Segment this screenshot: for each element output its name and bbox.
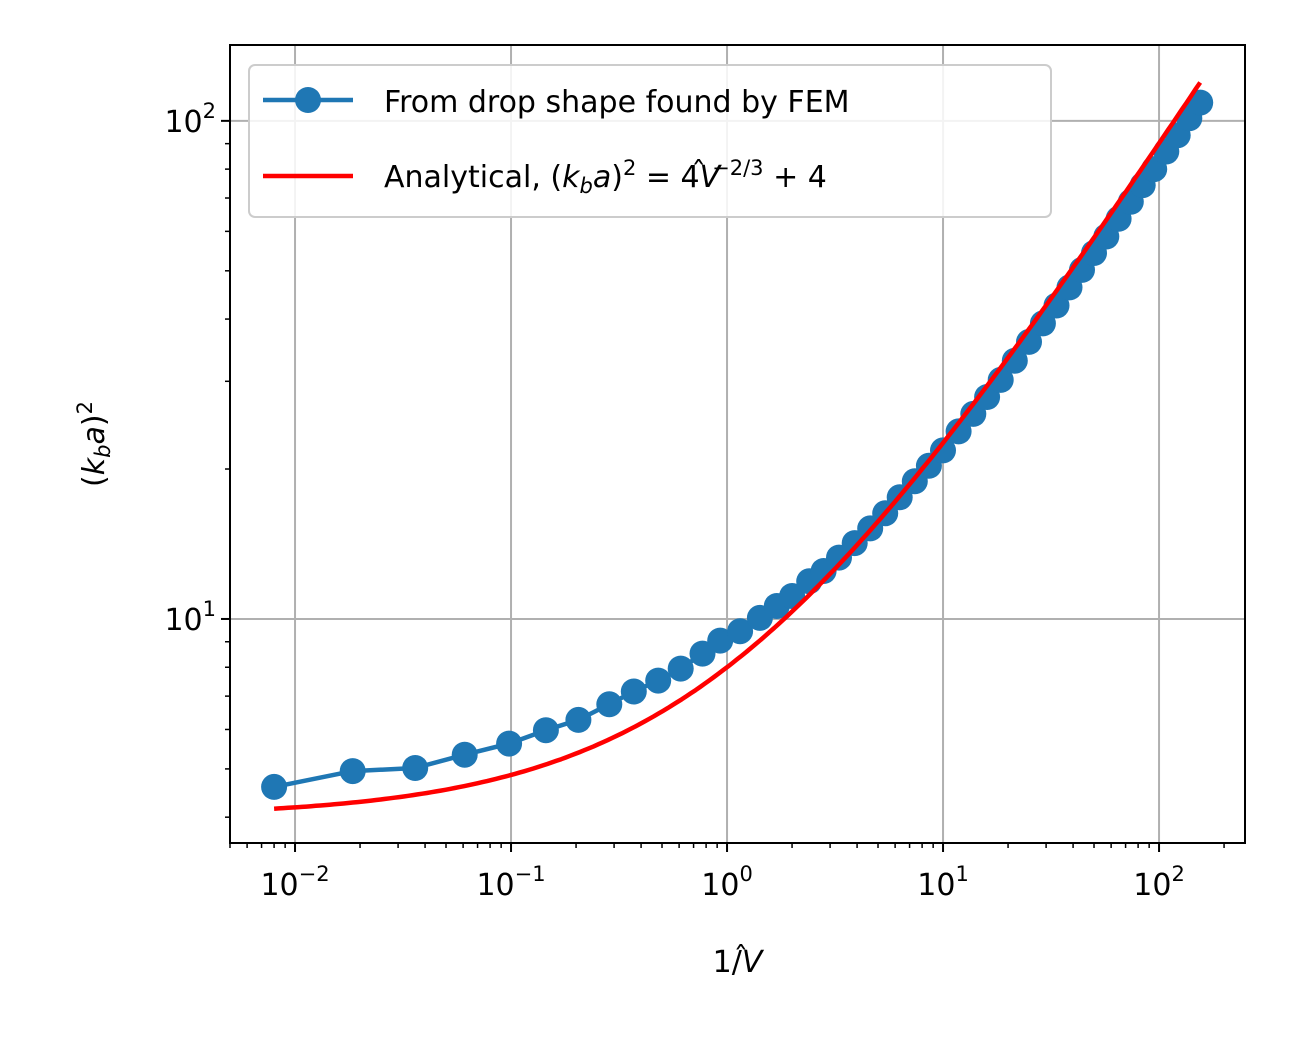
x-label-part: 1/	[713, 945, 743, 980]
legend-analytical-part: 2	[623, 156, 636, 180]
legend-analytical-part: k	[562, 160, 581, 195]
x-tick-exp: 2	[1171, 862, 1184, 886]
fem-data-point	[339, 758, 366, 785]
legend-label-fem: From drop shape found by FEM	[384, 85, 850, 120]
y-label-part: a	[77, 426, 112, 444]
legend-analytical-part: )	[611, 160, 623, 195]
fem-data-point	[727, 618, 754, 645]
legend-analytical-part: + 4	[764, 160, 827, 195]
y-label-part: b	[91, 445, 115, 458]
y-tick-base: 10	[164, 603, 202, 638]
y-tick-label: 101	[164, 597, 216, 638]
legend-analytical-part: V	[700, 160, 723, 195]
x-tick-base: 10	[701, 868, 739, 903]
y-label-part: (	[77, 475, 112, 487]
fem-data-point	[1187, 89, 1214, 116]
legend-analytical-part: −2/3	[712, 156, 763, 180]
fem-data-point	[930, 437, 956, 464]
legend-analytical-part: a	[593, 160, 611, 195]
fem-data-point	[532, 717, 559, 744]
x-tick-exp: −2	[299, 862, 330, 886]
x-axis-label: 1/V̂	[713, 943, 765, 980]
x-tick-base: 10	[476, 868, 514, 903]
major-ticks	[221, 119, 1161, 852]
axes-frame	[229, 44, 1246, 844]
legend: From drop shape found by FEM Analytical,…	[248, 64, 1052, 218]
x-tick-exp: 0	[739, 862, 752, 886]
legend-analytical-part: Analytical, (	[384, 160, 562, 195]
x-tick-base: 10	[917, 868, 955, 903]
y-tick-base: 10	[164, 105, 202, 140]
x-tick-base: 10	[260, 868, 298, 903]
analytical-series-line	[273, 81, 1203, 811]
x-tick-exp: −1	[515, 862, 546, 886]
fem-data-point	[596, 691, 623, 718]
y-label-part: 2	[73, 401, 97, 414]
y-label-part: k	[77, 456, 112, 475]
legend-analytical-part: = 4	[636, 160, 699, 195]
minor-ticks	[225, 142, 1225, 848]
legend-box	[248, 64, 1052, 218]
x-tick-label: 102	[1133, 862, 1185, 903]
fem-data-point	[496, 730, 523, 757]
x-tick-label: 101	[917, 862, 969, 903]
plot-area	[261, 81, 1214, 811]
fem-data-point	[261, 773, 288, 800]
legend-analytical-part: b	[579, 174, 592, 198]
fem-data-point	[945, 418, 972, 445]
fem-data-point	[402, 755, 429, 781]
y-label-part: )	[77, 414, 112, 426]
fem-data-point	[620, 678, 647, 705]
x-tick-label: 100	[701, 862, 753, 903]
x-tick-exp: 1	[955, 862, 968, 886]
y-axis-label: (kba)2	[73, 401, 115, 487]
x-tick-base: 10	[1133, 868, 1171, 903]
fem-data-point	[707, 627, 734, 654]
y-tick-label: 102	[164, 99, 216, 140]
y-tick-exp: 1	[203, 597, 216, 621]
x-tick-label: 10−1	[476, 862, 545, 903]
legend-label-analytical: Analytical, (kba)2 = 4V̂−2/3 + 4	[384, 156, 827, 198]
fem-data-point	[667, 655, 694, 682]
legend-swatch-fem-marker	[295, 87, 321, 113]
fem-data-point	[645, 667, 672, 694]
fem-data-point	[451, 741, 478, 768]
fem-data-point	[565, 706, 592, 733]
y-tick-exp: 2	[203, 99, 216, 123]
x-tick-label: 10−2	[260, 862, 329, 903]
x-label-part: V	[742, 945, 765, 980]
